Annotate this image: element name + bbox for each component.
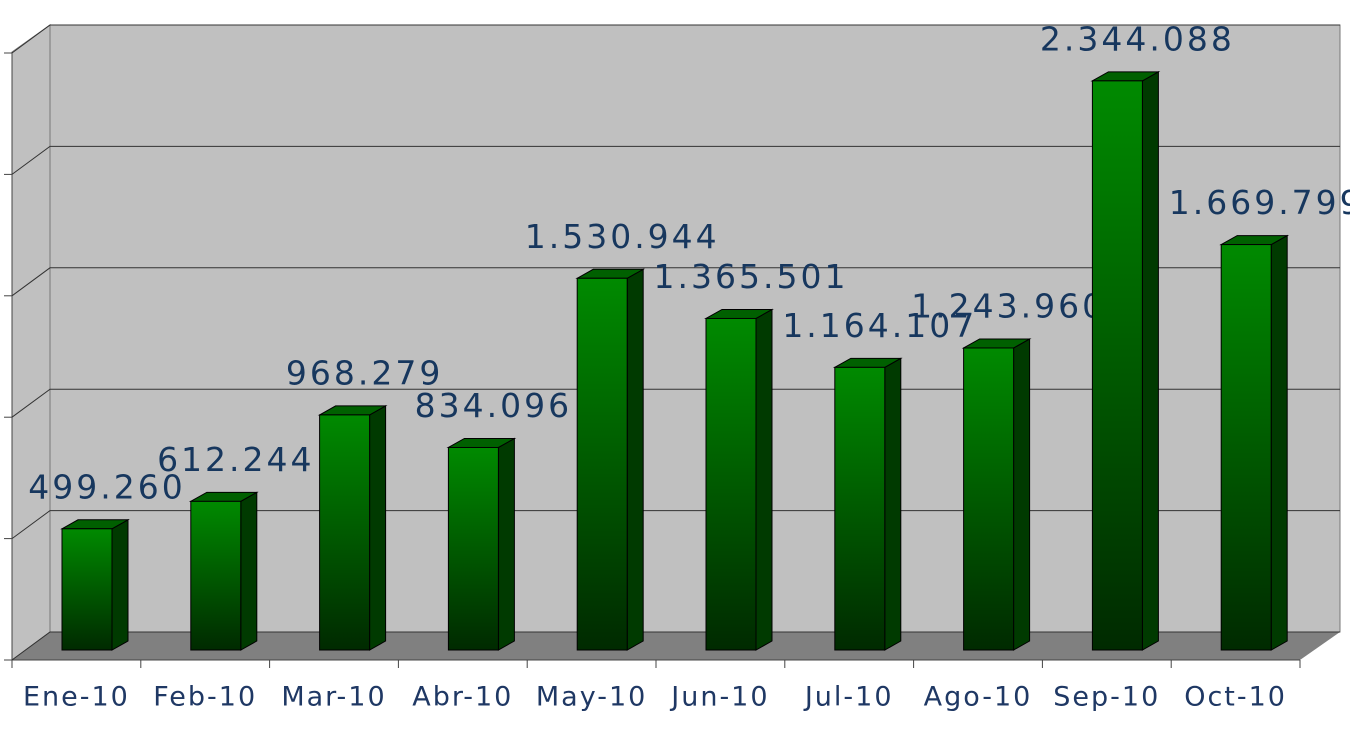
value-label: 1.243.960 bbox=[911, 286, 1106, 325]
bar bbox=[60, 518, 130, 651]
grid-line bbox=[11, 631, 1340, 661]
bar-side bbox=[626, 268, 644, 651]
value-label: 2.344.088 bbox=[1040, 19, 1235, 58]
bar-side bbox=[369, 405, 387, 651]
bar-front bbox=[190, 500, 242, 651]
bar-front bbox=[447, 446, 499, 651]
x-tick-label: Sep-10 bbox=[1053, 682, 1160, 713]
bar-side bbox=[1013, 338, 1031, 651]
bar-side bbox=[884, 357, 902, 651]
grid-line bbox=[11, 24, 1340, 54]
grid-line bbox=[11, 145, 1340, 175]
x-tick-label: Mar-10 bbox=[281, 682, 386, 713]
side-wall bbox=[11, 24, 51, 661]
grid-line bbox=[11, 510, 1340, 540]
bar-side bbox=[755, 308, 773, 651]
bar-front bbox=[1091, 80, 1143, 651]
bar-side bbox=[111, 518, 129, 651]
bar bbox=[188, 491, 259, 651]
value-label: 612.244 bbox=[157, 440, 314, 479]
x-tick-label: Ene-10 bbox=[23, 682, 130, 713]
value-label: 1.164.107 bbox=[782, 306, 977, 345]
bar-front bbox=[319, 414, 371, 651]
bar bbox=[1219, 234, 1290, 651]
bar bbox=[832, 357, 903, 651]
x-tick-label: May-10 bbox=[536, 682, 647, 713]
value-label: 1.669.799 bbox=[1169, 183, 1350, 222]
x-tick-label: Abr-10 bbox=[412, 682, 513, 713]
bar bbox=[1090, 71, 1161, 651]
bar bbox=[446, 437, 517, 651]
bar-front bbox=[834, 366, 886, 651]
bar-front bbox=[705, 317, 757, 651]
bar-side bbox=[1270, 234, 1288, 651]
bar-front bbox=[576, 277, 628, 651]
value-label: 968.279 bbox=[286, 353, 443, 392]
value-label: 834.096 bbox=[415, 386, 572, 425]
value-label: 1.365.501 bbox=[654, 257, 849, 296]
x-tick-label: Jun-10 bbox=[669, 682, 769, 713]
grid-line bbox=[11, 388, 1340, 418]
grid-line bbox=[11, 267, 1340, 297]
bar bbox=[961, 338, 1032, 651]
x-tick-label: Jul-10 bbox=[803, 682, 894, 713]
bar-front bbox=[61, 528, 113, 651]
bar-front bbox=[1220, 244, 1272, 651]
x-tick-label: Oct-10 bbox=[1184, 682, 1287, 713]
bar-side bbox=[240, 491, 258, 651]
bar bbox=[704, 308, 774, 651]
value-label: 1.530.944 bbox=[525, 217, 720, 256]
value-label: 499.260 bbox=[28, 467, 185, 506]
bar bbox=[317, 405, 388, 651]
bar-front bbox=[963, 347, 1015, 651]
bar bbox=[575, 268, 646, 651]
x-tick-label: Feb-10 bbox=[153, 682, 257, 713]
bar-side bbox=[1141, 71, 1159, 651]
x-tick-label: Ago-10 bbox=[924, 682, 1033, 713]
bar-side bbox=[497, 437, 515, 651]
